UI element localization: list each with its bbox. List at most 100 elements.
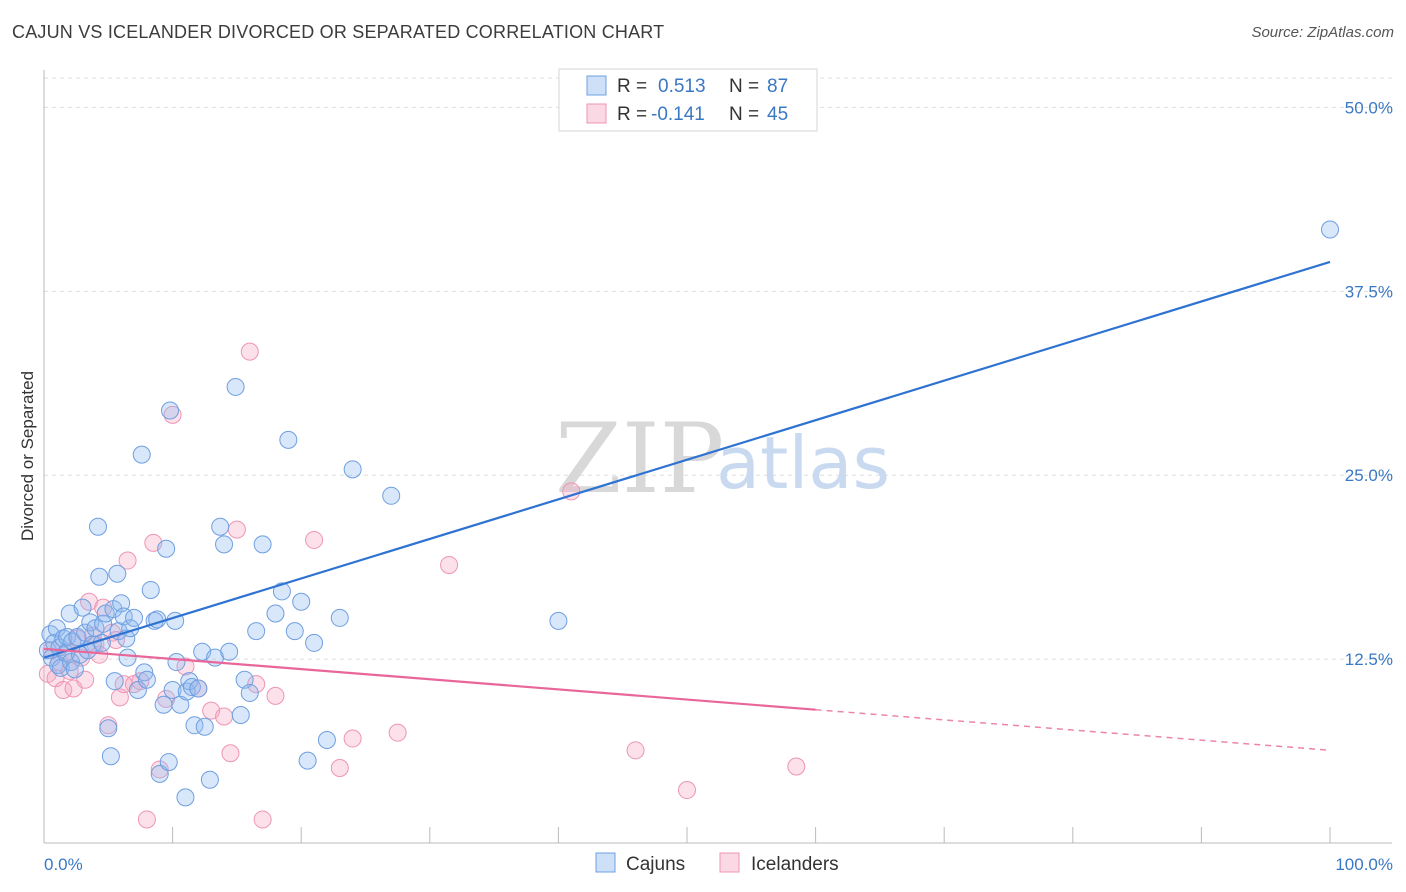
cajun-point — [171, 695, 190, 714]
cajun-trend-line-solid — [43, 260, 1331, 659]
axes — [43, 70, 1392, 844]
cajun-point — [108, 564, 127, 583]
icelander-point — [626, 741, 645, 760]
cajun-point — [211, 517, 230, 536]
cajun-point — [549, 611, 568, 630]
cajun-point — [382, 486, 401, 505]
y-tick-label: 12.5% — [1345, 650, 1393, 669]
cajun-point — [292, 592, 311, 611]
icelander-point — [440, 555, 459, 574]
cajun-point — [90, 567, 109, 586]
stats-legend-box — [558, 68, 818, 132]
icelander-point — [215, 707, 234, 726]
y-tick-labels: 12.5% 25.0% 37.5% 50.0% — [1345, 98, 1393, 669]
cajun-point — [189, 679, 208, 698]
cajun-point — [159, 753, 178, 772]
x-tick-labels: 0.0% 100.0% — [44, 855, 1393, 874]
stats-legend: R = 0.513 N = 87 R = -0.141 N = 45 — [558, 68, 818, 132]
cajuns-points — [38, 220, 1339, 807]
cajun-point — [343, 460, 362, 479]
cajun-point — [182, 678, 201, 697]
cajun-point — [220, 642, 239, 661]
icelander-point — [388, 723, 407, 742]
cajun-point — [137, 670, 156, 689]
cajun-point — [101, 747, 120, 766]
icelander-point — [150, 760, 169, 779]
icelander-n-label: N = — [729, 104, 759, 125]
icelander-r-label: R = — [617, 104, 647, 125]
cajun-point — [195, 717, 214, 736]
cajun-r-label: R = — [617, 76, 647, 97]
cajun-point — [1321, 220, 1339, 239]
cajun-point — [253, 535, 272, 554]
legend-icelanders-label: Icelanders — [751, 854, 839, 875]
icelander-point — [330, 758, 349, 777]
watermark-zip: ZIP — [555, 403, 724, 515]
cajun-point — [125, 608, 144, 627]
cajun-point — [161, 401, 180, 420]
y-tick-label: 50.0% — [1345, 98, 1393, 117]
x-tick-label-min: 0.0% — [44, 855, 83, 874]
y-tick-label: 37.5% — [1345, 282, 1393, 301]
cajun-point — [235, 670, 254, 689]
watermark: ZIP atlas — [555, 403, 890, 515]
cajun-point — [200, 770, 219, 789]
cajun-point — [157, 539, 176, 558]
icelander-n-value: 45 — [767, 104, 788, 125]
cajun-point — [81, 613, 100, 632]
cajun-point — [89, 517, 108, 536]
cajun-point — [128, 681, 147, 699]
icelander-point — [266, 686, 285, 705]
trend-lines — [43, 260, 1331, 752]
cajun-point — [231, 706, 250, 725]
cajun-point — [141, 580, 160, 599]
icelander-point — [253, 810, 272, 829]
cajun-point — [118, 648, 137, 667]
legend-cajuns-label: Cajuns — [626, 854, 685, 875]
cajun-point — [132, 445, 151, 464]
cajun-point — [247, 622, 266, 641]
icelander-point — [118, 551, 137, 570]
cajun-n-value: 87 — [767, 76, 788, 97]
cajun-r-value: 0.513 — [658, 76, 706, 97]
cajun-point — [94, 614, 113, 633]
cajun-point — [226, 377, 245, 396]
x-tick-label-max: 100.0% — [1335, 855, 1393, 874]
cajun-point — [279, 430, 298, 449]
cajun-point — [73, 598, 92, 617]
chart-title: CAJUN VS ICELANDER DIVORCED OR SEPARATED… — [12, 22, 665, 42]
cajun-point — [167, 653, 186, 672]
cajun-point — [47, 619, 66, 638]
cajun-n-label: N = — [729, 76, 759, 97]
cajun-point — [330, 608, 349, 627]
cajun-point — [215, 535, 234, 554]
cajun-swatch — [586, 75, 607, 96]
icelander-trend-line-dashed — [815, 708, 1331, 752]
icelander-r-value: -0.141 — [651, 104, 705, 125]
legend-cajuns-swatch — [595, 852, 616, 873]
cajun-point — [298, 751, 317, 770]
icelander-point — [137, 810, 156, 829]
cajun-point — [240, 683, 259, 702]
icelander-point — [221, 744, 240, 763]
cajun-point — [317, 731, 336, 750]
icelander-point — [787, 757, 806, 776]
cajun-point — [305, 633, 324, 652]
y-tick-label: 25.0% — [1345, 466, 1393, 485]
cajun-point — [163, 681, 182, 699]
watermark-atlas: atlas — [716, 421, 890, 505]
cajun-point — [285, 622, 304, 641]
icelander-point — [247, 675, 266, 694]
icelander-swatch — [586, 103, 607, 124]
legend-icelanders-swatch — [719, 852, 740, 873]
icelander-point — [227, 520, 246, 539]
icelander-point — [240, 342, 259, 361]
x-axis-ticks — [43, 827, 1331, 843]
icelander-point — [343, 729, 362, 748]
cajun-point — [266, 604, 285, 623]
cajun-point — [176, 788, 195, 807]
icelander-trend-line-solid — [43, 647, 816, 711]
cajun-point — [272, 582, 291, 601]
source-note: Source: ZipAtlas.com — [1251, 24, 1394, 41]
